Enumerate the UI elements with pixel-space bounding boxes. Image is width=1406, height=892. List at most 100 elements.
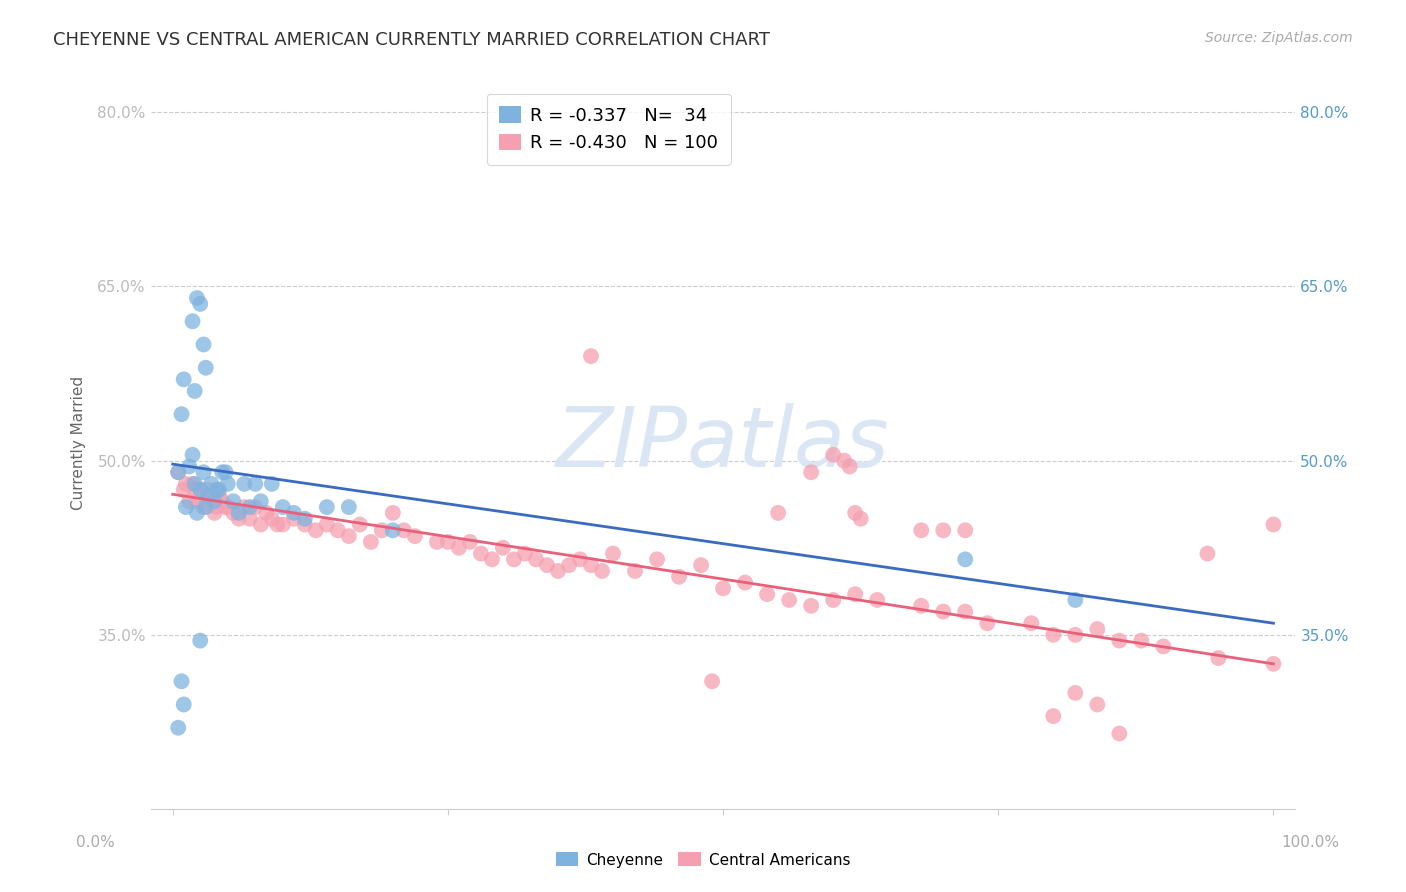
Point	[305, 524, 328, 538]
Point	[844, 587, 866, 601]
Point	[481, 552, 503, 566]
Point	[245, 476, 267, 491]
Point	[173, 372, 195, 386]
Point	[186, 494, 208, 508]
Point	[197, 488, 219, 502]
Point	[260, 476, 283, 491]
Point	[228, 506, 250, 520]
Point	[239, 500, 262, 514]
Point	[1064, 593, 1087, 607]
Point	[208, 483, 231, 497]
Point	[337, 500, 360, 514]
Point	[188, 483, 211, 497]
Point	[823, 448, 845, 462]
Point	[188, 633, 211, 648]
Point	[204, 506, 226, 520]
Point	[239, 512, 262, 526]
Point	[437, 535, 460, 549]
Point	[734, 575, 756, 590]
Point	[823, 593, 845, 607]
Point	[315, 500, 337, 514]
Point	[349, 517, 371, 532]
Point	[205, 483, 228, 497]
Point	[214, 500, 236, 514]
Point	[217, 500, 239, 514]
Legend: R = -0.337   N=  34, R = -0.430   N = 100: R = -0.337 N= 34, R = -0.430 N = 100	[486, 94, 731, 165]
Point	[470, 547, 492, 561]
Point	[955, 605, 977, 619]
Point	[167, 721, 190, 735]
Point	[547, 564, 569, 578]
Point	[170, 674, 193, 689]
Point	[536, 558, 558, 573]
Point	[194, 494, 217, 508]
Point	[211, 494, 233, 508]
Point	[800, 599, 823, 613]
Text: 0.0%: 0.0%	[76, 836, 115, 850]
Point	[1085, 698, 1108, 712]
Point	[381, 506, 404, 520]
Point	[228, 512, 250, 526]
Point	[233, 476, 256, 491]
Point	[181, 476, 204, 491]
Point	[193, 500, 215, 514]
Point	[222, 506, 245, 520]
Point	[194, 360, 217, 375]
Point	[426, 535, 449, 549]
Point	[249, 517, 271, 532]
Text: 100.0%: 100.0%	[1281, 836, 1340, 850]
Point	[173, 698, 195, 712]
Point	[266, 517, 288, 532]
Point	[271, 517, 294, 532]
Point	[645, 552, 668, 566]
Point	[283, 506, 305, 520]
Point	[184, 476, 207, 491]
Point	[326, 524, 349, 538]
Point	[668, 570, 690, 584]
Point	[711, 582, 734, 596]
Point	[381, 524, 404, 538]
Point	[1108, 726, 1130, 740]
Point	[910, 599, 932, 613]
Point	[503, 552, 526, 566]
Point	[558, 558, 581, 573]
Point	[800, 465, 823, 479]
Point	[188, 483, 211, 497]
Point	[579, 349, 602, 363]
Point	[591, 564, 613, 578]
Point	[1108, 633, 1130, 648]
Point	[700, 674, 723, 689]
Point	[204, 494, 226, 508]
Point	[778, 593, 800, 607]
Point	[1152, 640, 1174, 654]
Point	[569, 552, 592, 566]
Point	[1263, 517, 1285, 532]
Point	[186, 291, 208, 305]
Point	[174, 500, 197, 514]
Point	[976, 616, 998, 631]
Point	[315, 517, 337, 532]
Point	[1197, 547, 1219, 561]
Point	[955, 524, 977, 538]
Point	[181, 314, 204, 328]
Point	[222, 494, 245, 508]
Point	[579, 558, 602, 573]
Point	[1042, 628, 1064, 642]
Point	[1130, 633, 1153, 648]
Point	[211, 465, 233, 479]
Point	[184, 384, 207, 398]
Point	[283, 512, 305, 526]
Point	[193, 337, 215, 351]
Point	[844, 506, 866, 520]
Point	[392, 524, 415, 538]
Point	[624, 564, 647, 578]
Point	[690, 558, 713, 573]
Point	[205, 500, 228, 514]
Point	[337, 529, 360, 543]
Point	[1263, 657, 1285, 671]
Point	[849, 512, 872, 526]
Point	[492, 541, 515, 555]
Point	[194, 500, 217, 514]
Point	[173, 483, 195, 497]
Point	[1064, 628, 1087, 642]
